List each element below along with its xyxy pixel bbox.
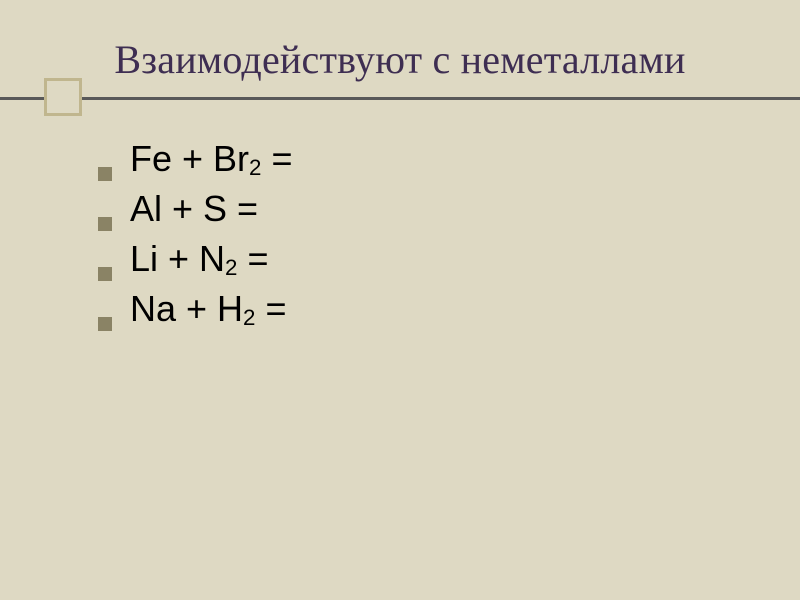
equation-text: Al + S = (130, 188, 258, 230)
list-item: Al + S = (98, 188, 293, 230)
square-bullet-icon (98, 167, 112, 181)
square-bullet-icon (98, 217, 112, 231)
bullet-list: Fe + Br2 = Al + S = Li + N2 = Na + H2 = (98, 138, 293, 338)
slide-title: Взаимодействуют с неметаллами (0, 36, 800, 83)
square-bullet-icon (98, 267, 112, 281)
square-bullet-icon (98, 317, 112, 331)
equation-text: Na + H2 = (130, 288, 287, 330)
equation-text: Fe + Br2 = (130, 138, 293, 180)
list-item: Na + H2 = (98, 288, 293, 330)
slide: Взаимодействуют с неметаллами Fe + Br2 =… (0, 0, 800, 600)
list-item: Fe + Br2 = (98, 138, 293, 180)
list-item: Li + N2 = (98, 238, 293, 280)
title-divider (0, 97, 800, 100)
title-accent-box (44, 78, 82, 116)
equation-text: Li + N2 = (130, 238, 269, 280)
